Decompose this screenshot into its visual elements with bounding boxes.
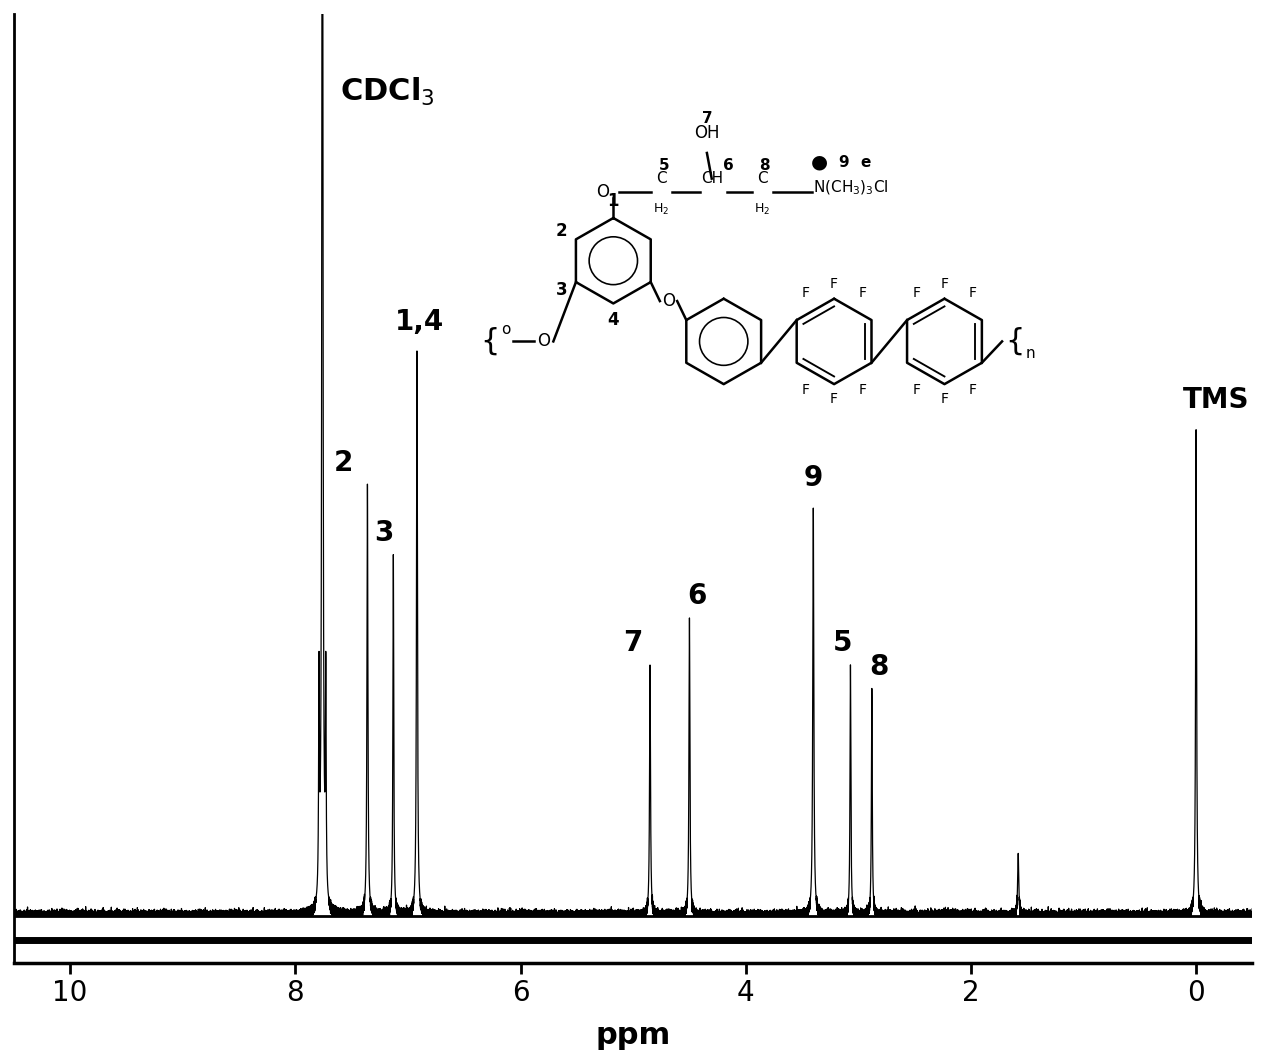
Text: 9: 9 [803, 465, 822, 493]
Text: 3: 3 [374, 519, 395, 547]
Text: 1,4: 1,4 [395, 307, 444, 335]
Text: 6: 6 [687, 582, 707, 610]
Text: 7: 7 [623, 629, 642, 658]
Text: 5: 5 [833, 629, 852, 658]
Text: 8: 8 [868, 653, 889, 681]
Text: TMS: TMS [1183, 386, 1249, 414]
Text: 2: 2 [335, 449, 354, 477]
X-axis label: ppm: ppm [595, 1021, 670, 1050]
Text: CDCl$_3$: CDCl$_3$ [341, 76, 435, 109]
